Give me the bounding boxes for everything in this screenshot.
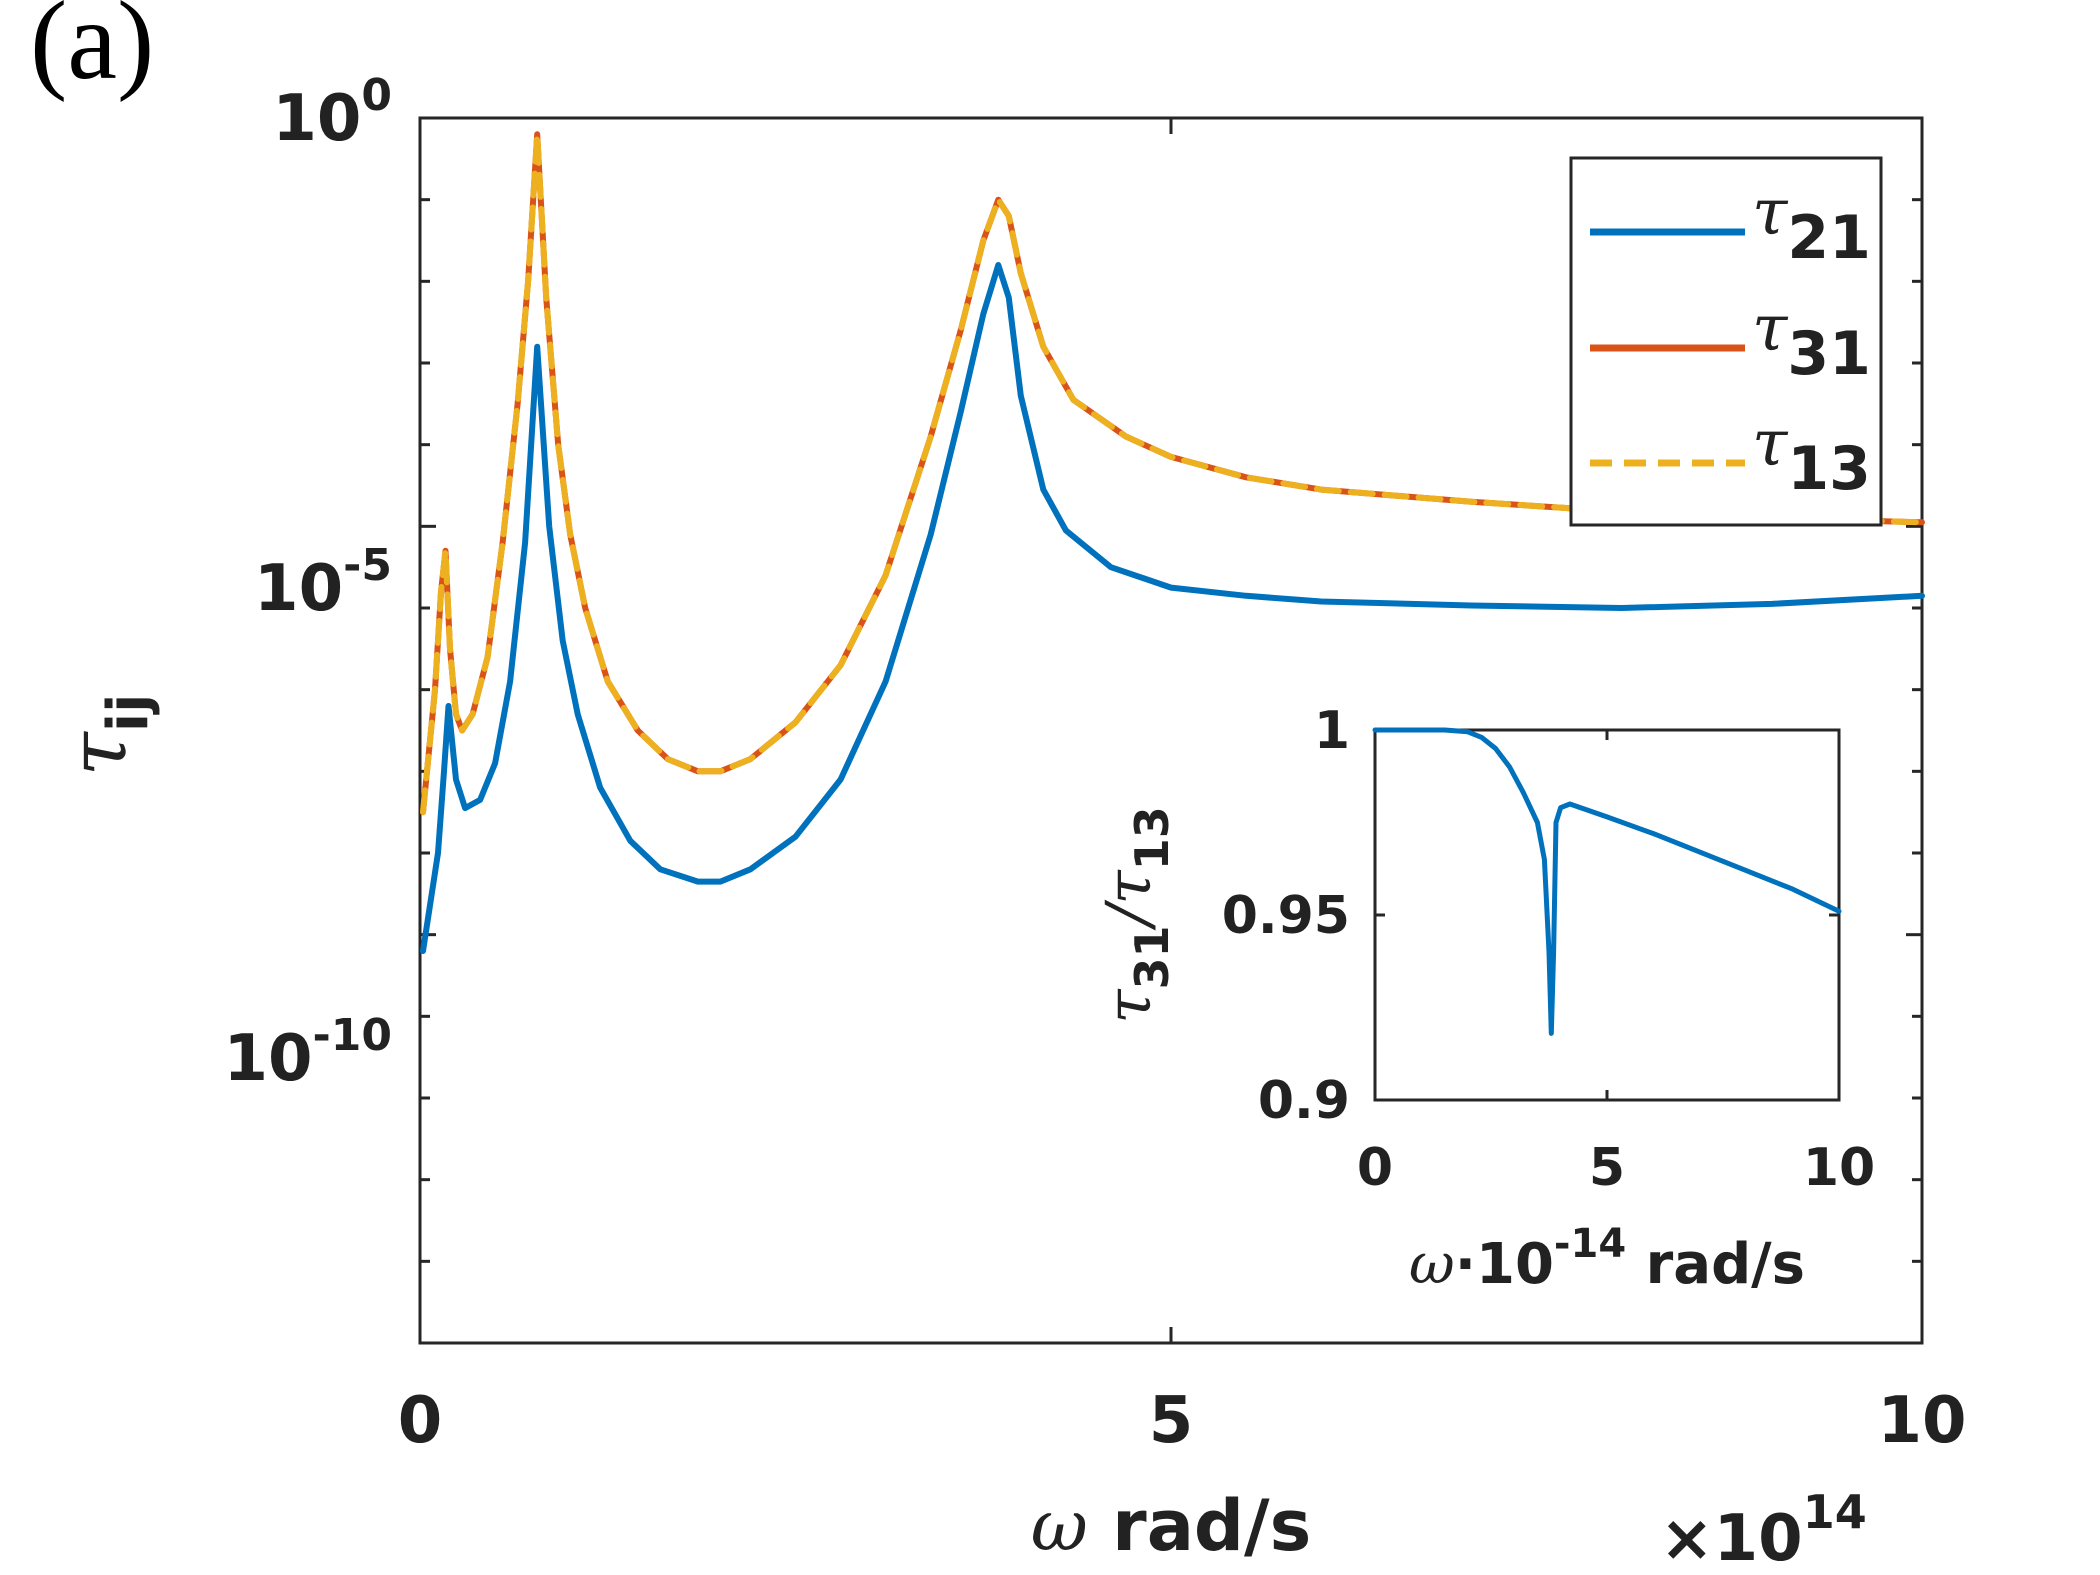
main-tick-marks: [418, 116, 1924, 1345]
x-axis-label: ω rad/s: [1031, 1485, 1312, 1567]
legend-label-tau13: τ13: [1752, 407, 1871, 504]
inset-xtick-label-0: 0: [1357, 1138, 1393, 1198]
ytick-label-0: 100: [272, 70, 392, 156]
inset-ytick-label-095: 0.95: [1222, 886, 1350, 946]
inset-plot-frame: [1373, 728, 1841, 1102]
y-axis-label: τij: [51, 694, 161, 777]
ytick-label-2: 10-10: [223, 1010, 392, 1096]
inset-series-lines: [1372, 727, 1842, 1036]
inset-ytick-label-1: 1: [1314, 701, 1350, 761]
inset-ytick-label-09: 0.9: [1258, 1071, 1350, 1131]
x-multiplier: ×1014: [1660, 1485, 1867, 1575]
xtick-label-0: 0: [398, 1384, 443, 1458]
inset-chart: 1 0.95 0.9 0 5 10 ω·10-14 rad/s τ31/τ13: [1092, 701, 1875, 1297]
inset-xtick-label-5: 5: [1589, 1138, 1625, 1198]
xtick-label-1: 5: [1149, 1384, 1194, 1458]
panel-label: (a): [30, 0, 154, 103]
inset-xtick-label-10: 10: [1803, 1138, 1875, 1198]
series-line-τ21: [420, 262, 1925, 954]
main-series-lines: [420, 131, 1925, 954]
xtick-label-2: 10: [1877, 1384, 1966, 1458]
inset-y-axis-label: τ31/τ13: [1092, 806, 1179, 1024]
series-line-τ13: [420, 131, 1925, 816]
legend-label-tau31: τ31: [1752, 292, 1871, 389]
inset-x-axis-label: ω·10-14 rad/s: [1409, 1221, 1805, 1297]
legend: τ21 τ31 τ13: [1569, 156, 1883, 527]
inset-series-line: [1372, 727, 1842, 1036]
ytick-label-1: 10-5: [254, 540, 392, 626]
legend-label-tau21: τ21: [1752, 176, 1871, 273]
